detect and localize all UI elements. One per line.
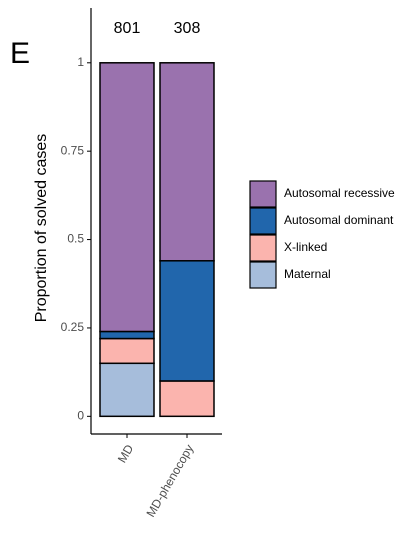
- y-tick-label: 0.5: [67, 232, 84, 246]
- legend-swatch: [249, 234, 277, 262]
- legend-label: Autosomal recessive: [284, 186, 395, 200]
- bar-segment: [159, 260, 215, 382]
- bar-segment: [159, 62, 215, 262]
- y-tick-label: 0.75: [61, 143, 85, 157]
- y-axis-title: Proportion of solved cases: [33, 134, 50, 323]
- legend-label: Maternal: [284, 267, 331, 281]
- legend-swatch: [249, 180, 277, 208]
- bar-segment: [99, 62, 155, 333]
- bar-segment: [159, 380, 215, 418]
- legend-label: Autosomal dominant: [284, 213, 394, 227]
- y-tick-label: 1: [77, 55, 84, 69]
- legend-label: X-linked: [284, 240, 327, 254]
- bar-segment: [99, 362, 155, 418]
- y-tick-label: 0.25: [61, 320, 85, 334]
- bar-segment: [99, 330, 155, 340]
- bar-annotation: 801: [114, 20, 141, 37]
- legend-swatch: [249, 261, 277, 289]
- x-tick-label: MD-phenocopy: [144, 442, 197, 519]
- bar-annotation: 308: [174, 20, 201, 37]
- legend-swatch: [249, 207, 277, 235]
- panel-label: E: [10, 37, 30, 70]
- x-tick-label: MD: [115, 442, 137, 465]
- y-tick-label: 0: [77, 408, 84, 422]
- bar-segment: [99, 337, 155, 365]
